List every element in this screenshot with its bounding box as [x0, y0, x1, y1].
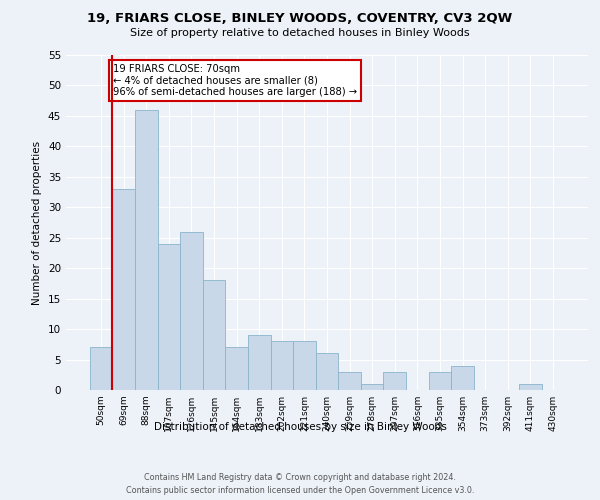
- Bar: [316, 354, 338, 390]
- Y-axis label: Number of detached properties: Number of detached properties: [32, 140, 43, 304]
- Bar: [248, 335, 271, 390]
- Bar: [361, 384, 383, 390]
- Text: Contains HM Land Registry data © Crown copyright and database right 2024.: Contains HM Land Registry data © Crown c…: [144, 472, 456, 482]
- Bar: [383, 372, 406, 390]
- Bar: [226, 348, 248, 390]
- Text: Size of property relative to detached houses in Binley Woods: Size of property relative to detached ho…: [130, 28, 470, 38]
- Bar: [158, 244, 180, 390]
- Bar: [451, 366, 474, 390]
- Text: Contains public sector information licensed under the Open Government Licence v3: Contains public sector information licen…: [126, 486, 474, 495]
- Bar: [180, 232, 203, 390]
- Bar: [338, 372, 361, 390]
- Bar: [112, 189, 135, 390]
- Bar: [135, 110, 158, 390]
- Text: Distribution of detached houses by size in Binley Woods: Distribution of detached houses by size …: [154, 422, 446, 432]
- Bar: [271, 342, 293, 390]
- Bar: [203, 280, 226, 390]
- Bar: [293, 342, 316, 390]
- Bar: [519, 384, 542, 390]
- Text: 19, FRIARS CLOSE, BINLEY WOODS, COVENTRY, CV3 2QW: 19, FRIARS CLOSE, BINLEY WOODS, COVENTRY…: [88, 12, 512, 26]
- Bar: [428, 372, 451, 390]
- Text: 19 FRIARS CLOSE: 70sqm
← 4% of detached houses are smaller (8)
96% of semi-detac: 19 FRIARS CLOSE: 70sqm ← 4% of detached …: [113, 64, 357, 98]
- Bar: [90, 348, 112, 390]
